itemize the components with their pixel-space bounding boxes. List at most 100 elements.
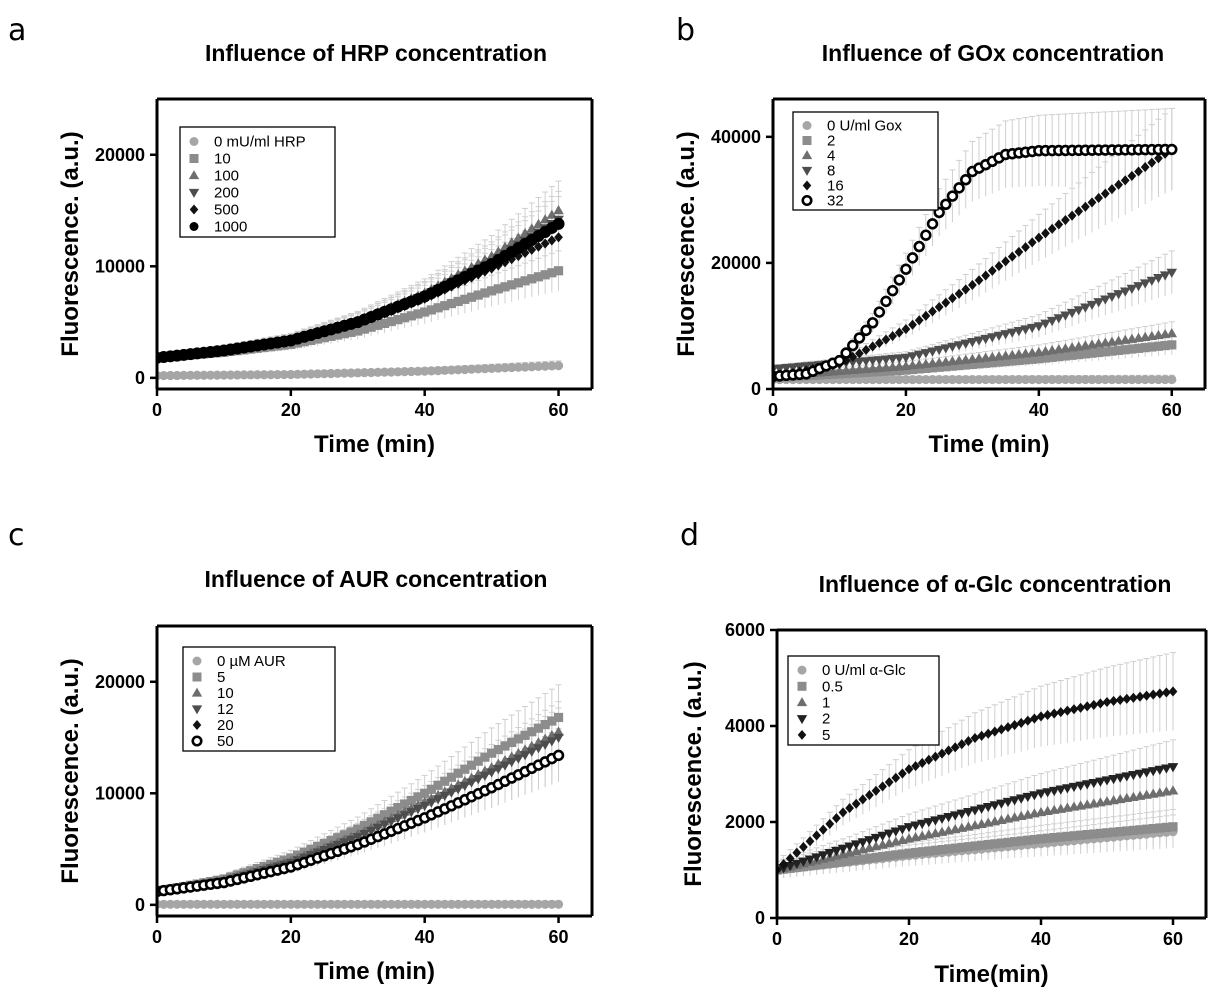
data-point xyxy=(1167,785,1179,795)
data-point xyxy=(500,363,510,373)
plot-area xyxy=(773,107,1178,385)
legend-box xyxy=(787,655,940,746)
data-point xyxy=(947,361,958,371)
legend-label: 10 xyxy=(217,685,234,702)
data-point xyxy=(1160,374,1170,385)
data-point xyxy=(930,845,940,855)
data-point xyxy=(1167,374,1177,385)
data-point xyxy=(964,736,973,747)
data-point xyxy=(891,850,901,860)
data-point xyxy=(957,842,967,853)
x-tick-label: 40 xyxy=(415,927,435,947)
data-point xyxy=(968,279,977,291)
data-point xyxy=(392,814,404,824)
data-point xyxy=(1040,374,1051,385)
data-point xyxy=(973,336,985,346)
data-point xyxy=(792,847,802,858)
data-point xyxy=(547,899,557,909)
data-point xyxy=(1135,825,1145,835)
data-point xyxy=(1074,349,1084,360)
legend-marker xyxy=(192,656,202,666)
data-point xyxy=(413,366,423,376)
data-point xyxy=(1115,694,1125,705)
data-point xyxy=(452,785,464,795)
series-6 xyxy=(157,749,565,898)
data-point xyxy=(1135,691,1145,702)
data-point xyxy=(983,839,993,850)
data-point xyxy=(386,899,396,909)
data-point xyxy=(379,899,390,909)
data-point xyxy=(874,374,884,385)
data-point xyxy=(1089,829,1099,839)
data-point xyxy=(1007,251,1017,262)
data-point xyxy=(326,899,336,909)
data-point xyxy=(1168,822,1178,832)
data-point xyxy=(1133,343,1144,353)
data-point xyxy=(533,272,544,282)
data-point xyxy=(1139,279,1151,289)
data-point xyxy=(1114,345,1124,356)
data-point xyxy=(1027,374,1037,385)
data-point xyxy=(185,370,196,380)
data-point xyxy=(901,365,911,375)
data-point xyxy=(880,295,892,308)
data-point xyxy=(1154,765,1166,775)
data-point xyxy=(1114,374,1124,385)
data-point xyxy=(1153,374,1164,385)
data-point xyxy=(540,361,550,371)
data-point xyxy=(346,899,356,909)
data-point xyxy=(933,345,945,356)
data-point xyxy=(326,331,336,341)
data-point xyxy=(172,899,182,909)
data-point xyxy=(493,764,504,775)
data-point xyxy=(420,307,430,317)
data-point xyxy=(817,851,829,861)
legend-entry: 50 xyxy=(191,733,234,750)
data-point xyxy=(812,830,821,841)
x-tick-label: 20 xyxy=(896,400,916,420)
data-point xyxy=(199,370,209,380)
legend-label: 0 U/ml α-Glc xyxy=(822,662,906,679)
data-point xyxy=(1096,698,1105,709)
data-point xyxy=(212,899,222,909)
data-point xyxy=(1102,696,1112,708)
legend-label: 5 xyxy=(822,727,830,744)
data-point xyxy=(319,899,329,909)
data-point xyxy=(527,727,537,737)
data-point xyxy=(246,370,256,380)
data-point xyxy=(266,899,276,909)
data-point xyxy=(1087,197,1097,208)
data-point xyxy=(553,266,564,276)
data-point xyxy=(981,270,991,281)
data-point xyxy=(874,356,885,366)
data-point xyxy=(1022,792,1034,803)
data-point xyxy=(804,855,816,865)
data-point xyxy=(1029,834,1039,845)
data-point xyxy=(910,821,921,831)
data-point xyxy=(252,370,262,380)
data-point xyxy=(500,741,510,751)
data-point xyxy=(486,768,497,778)
x-tick-label: 20 xyxy=(281,400,301,420)
data-point xyxy=(205,370,216,380)
data-point xyxy=(406,899,416,909)
data-point xyxy=(446,298,457,309)
data-point xyxy=(513,734,523,744)
chart-panel-a: a Influence of HRP concentration 0 20 40 60 0 1… xyxy=(8,13,594,458)
y-axis-label: Fluorescence. (a.u.) xyxy=(680,661,707,886)
legend-entry: 2 xyxy=(796,711,830,728)
data-point xyxy=(526,747,538,757)
data-point xyxy=(1023,835,1033,845)
data-point xyxy=(466,292,477,302)
legend-label: 0 µM AUR xyxy=(217,653,286,670)
data-point xyxy=(1142,690,1151,701)
data-point xyxy=(279,369,289,380)
data-point xyxy=(1027,237,1037,248)
data-point xyxy=(1128,825,1138,835)
data-point xyxy=(1127,170,1137,181)
data-point xyxy=(259,370,269,380)
data-point xyxy=(1100,374,1110,385)
data-point xyxy=(927,363,938,373)
legend-entry: 0 U/ml Gox xyxy=(802,118,903,135)
